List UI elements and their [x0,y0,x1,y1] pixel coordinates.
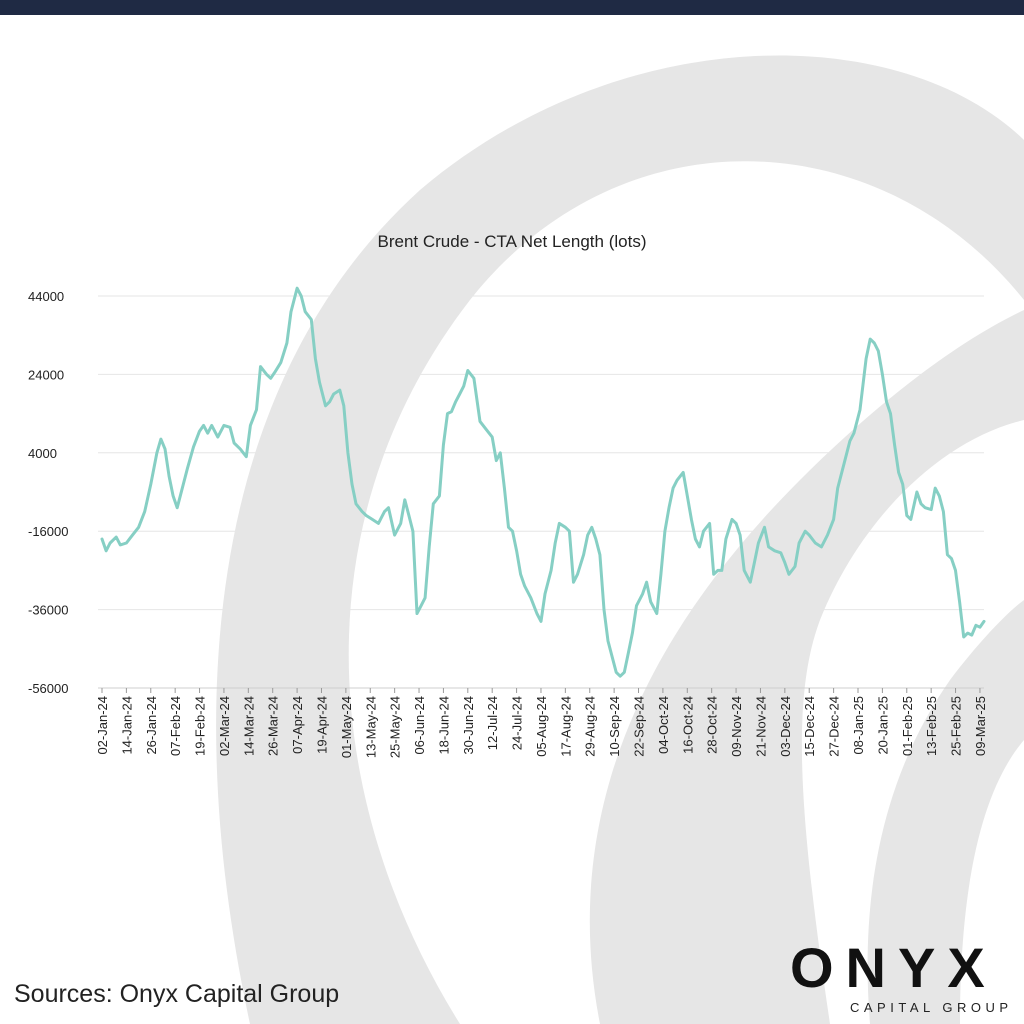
grid [98,295,984,689]
y-axis-ticks: 44000 24000 4000 -16000 -36000 -56000 [28,289,68,696]
x-tick-label: 25-May-24 [388,696,403,758]
y-tick-label: 44000 [28,289,64,304]
y-tick-label: -56000 [28,681,68,696]
x-tick-label: 30-Jun-24 [461,696,476,755]
logo-wordmark: ONYX [790,936,997,999]
x-tick-label: 18-Jun-24 [436,696,451,755]
watermark-outer-arc [216,55,1024,1024]
x-tick-label: 25-Feb-25 [949,696,964,756]
x-tick-label: 06-Jun-24 [412,696,427,755]
x-tick-label: 12-Jul-24 [485,696,500,750]
x-tick-label: 26-Jan-24 [144,696,159,755]
x-tick-label: 10-Sep-24 [607,696,622,757]
x-axis-ticks: 02-Jan-24 14-Jan-24 26-Jan-24 07-Feb-24 19-F… [95,688,988,758]
y-tick-label: -36000 [28,603,68,618]
x-tick-label: 09-Mar-25 [973,696,988,756]
source-note: Sources: Onyx Capital Group [14,980,340,1008]
series-layer [100,286,986,678]
x-tick-label: 09-Nov-24 [729,696,744,757]
logo-subtitle: CAPITAL GROUP [850,1000,1013,1015]
x-tick-label: 08-Jan-25 [851,696,866,755]
logo: ONYX CAPITAL GROUP [790,938,1010,1020]
x-tick-label: 13-May-24 [363,696,378,758]
y-tick-label: 4000 [28,446,57,461]
x-tick-label: 16-Oct-24 [680,696,695,754]
background-flame-watermark [216,55,1024,1024]
x-tick-label: 27-Dec-24 [827,696,842,757]
x-tick-label: 19-Feb-24 [193,696,208,756]
x-tick-label: 17-Aug-24 [558,696,573,757]
x-tick-label: 22-Sep-24 [632,696,647,757]
x-tick-label: 14-Mar-24 [241,696,256,756]
x-tick-label: 29-Aug-24 [583,696,598,757]
x-tick-label: 04-Oct-24 [656,696,671,754]
x-tick-label: 24-Jul-24 [510,696,525,750]
watermark-inner-flame [589,310,1024,1024]
x-tick-label: 15-Dec-24 [802,696,817,757]
y-tick-label: -16000 [28,524,68,539]
x-tick-label: 20-Jan-25 [875,696,890,755]
x-tick-label: 05-Aug-24 [534,696,549,757]
x-tick-label: 19-Apr-24 [314,696,329,754]
x-tick-label: 21-Nov-24 [753,696,768,757]
x-tick-label: 01-May-24 [339,696,354,758]
top-banner-bar [0,0,1024,15]
x-tick-label: 26-Mar-24 [266,696,281,756]
chart-title: Brent Crude - CTA Net Length (lots) [378,232,647,251]
x-tick-label: 03-Dec-24 [778,696,793,757]
x-tick-label: 14-Jan-24 [119,696,134,755]
x-tick-label: 01-Feb-25 [900,696,915,756]
x-tick-label: 07-Apr-24 [290,696,305,754]
x-tick-label: 28-Oct-24 [705,696,720,754]
watermark-flame-tail [867,600,1024,1024]
x-tick-label: 13-Feb-25 [924,696,939,756]
x-tick-label: 02-Mar-24 [217,696,232,756]
series-line-0 [100,286,986,678]
y-tick-label: 24000 [28,367,64,382]
x-tick-label: 07-Feb-24 [168,696,183,756]
x-tick-label: 02-Jan-24 [95,696,110,755]
